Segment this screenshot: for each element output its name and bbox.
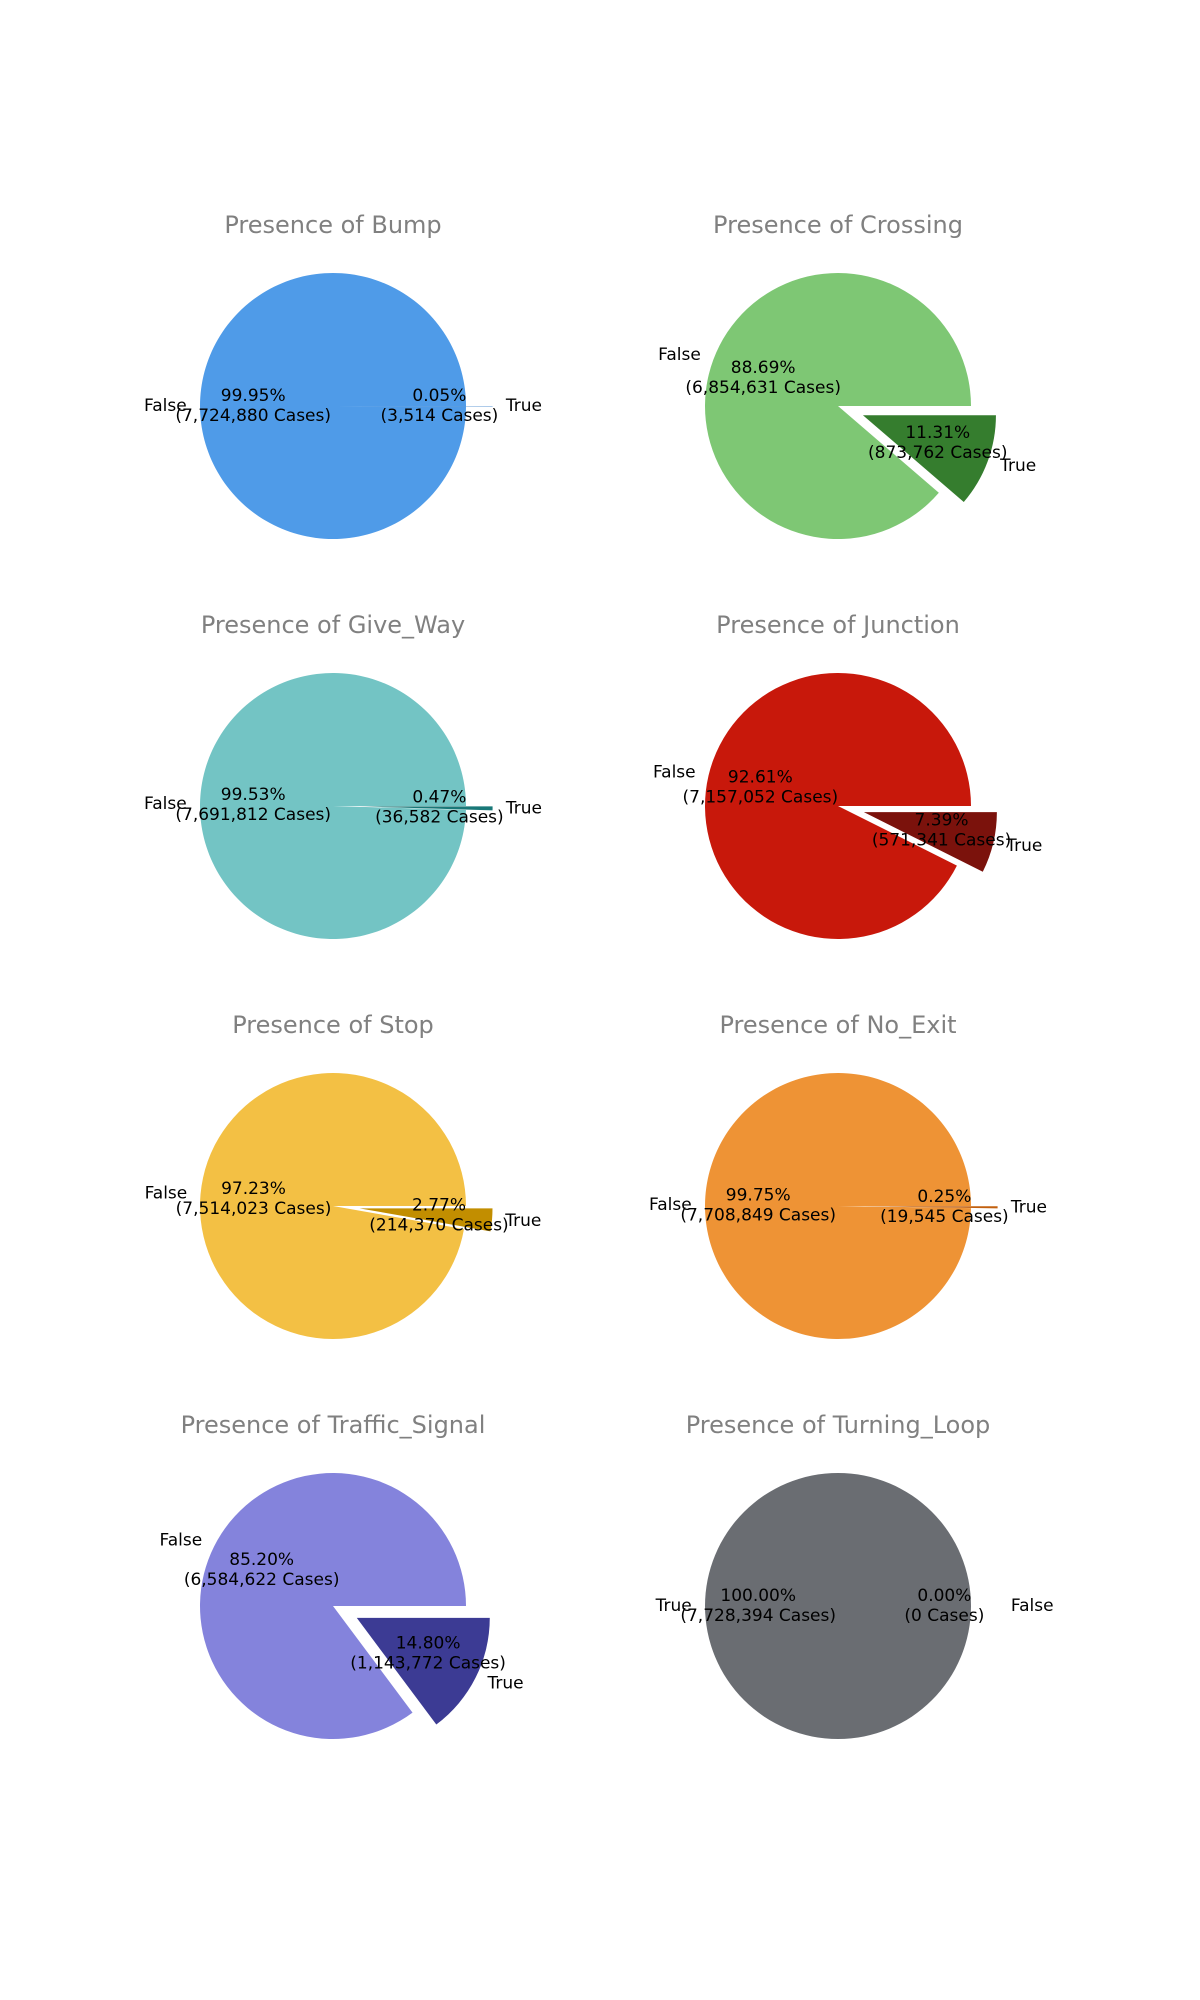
slice-cases-false: (7,691,812 Cases) (175, 805, 331, 825)
slice-label-true: True (505, 396, 542, 416)
slice-label-true: True (999, 456, 1036, 476)
slice-cases-true: (1,143,772 Cases) (350, 1654, 506, 1674)
slice-cases-true: (19,545 Cases) (880, 1207, 1009, 1227)
slice-percent-false: 99.53% (221, 785, 286, 805)
pie-slice-false (200, 1473, 466, 1739)
slice-percent-false: 97.23% (221, 1179, 286, 1199)
pie-slice-false (200, 673, 467, 940)
slice-percent-false: 88.69% (731, 358, 796, 378)
chart-title: Presence of Turning_Loop (686, 1411, 991, 1439)
chart-title: Presence of Stop (232, 1011, 434, 1039)
chart-title: Presence of Crossing (713, 211, 963, 239)
slice-label-false: False (144, 794, 187, 814)
pie-slice-true (359, 1208, 493, 1232)
slice-label-true: True (655, 1596, 692, 1616)
pie-panel-stop: Presence of Stop False 97.23%(7,514,023 Ca… (145, 1011, 541, 1340)
chart-title: Presence of Traffic_Signal (181, 1411, 486, 1439)
chart-title: Presence of Junction (716, 611, 960, 639)
slice-percent-true: 7.39% (915, 810, 969, 830)
pie-slice-true (359, 806, 493, 811)
slice-label-true: True (487, 1674, 524, 1694)
pie-panel-no-exit: Presence of No_Exit False 99.75%(7,708,849… (649, 1011, 1047, 1339)
slice-percent-false: 99.95% (221, 386, 286, 406)
slice-cases-true: (36,582 Cases) (375, 808, 504, 828)
slice-label-false: False (649, 1195, 692, 1215)
slice-cases-true: (7,728,394 Cases) (680, 1606, 836, 1626)
slice-cases-true: (873,762 Cases) (868, 443, 1007, 463)
slice-percent-true: 0.05% (412, 386, 466, 406)
slice-cases-false: (7,514,023 Cases) (176, 1199, 332, 1219)
slice-label-false: False (653, 762, 696, 782)
slice-percent-true: 11.31% (905, 423, 970, 443)
slice-label-false: False (160, 1530, 203, 1550)
slice-label-true: True (504, 1211, 541, 1231)
pie-slice-true (863, 812, 997, 872)
slice-percent-false: 0.00% (917, 1586, 971, 1606)
slice-percent-false: 99.75% (726, 1185, 791, 1205)
slice-percent-false: 92.61% (728, 768, 793, 788)
slice-percent-true: 100.00% (720, 1586, 796, 1606)
pie-panel-crossing: Presence of Crossing False 88.69%(6,854,63… (658, 211, 1036, 539)
slice-cases-false: (0 Cases) (904, 1606, 984, 1626)
slice-cases-false: (7,724,880 Cases) (175, 406, 331, 426)
slice-label-true: True (1005, 836, 1042, 856)
pie-slice-false (200, 1073, 466, 1340)
slice-percent-true: 14.80% (396, 1634, 461, 1654)
pie-panel-traffic-signal: Presence of Traffic_Signal False 85.20%(6,… (160, 1411, 524, 1739)
slice-percent-true: 2.77% (412, 1195, 466, 1215)
pie-slice-false (705, 673, 971, 940)
pie-slice-true (356, 1617, 490, 1725)
pie-slice-false (705, 1072, 971, 1339)
pie-panel-turning-loop: Presence of Turning_Loop True 100.00%(7,72… (655, 1411, 1054, 1739)
pie-panel-junction: Presence of Junction False 92.61%(7,157,05… (653, 611, 1042, 940)
slice-label-true: True (505, 799, 542, 819)
slice-percent-true: 0.47% (412, 788, 466, 808)
slice-cases-false: (7,708,849 Cases) (680, 1205, 836, 1225)
slice-label-false: False (144, 396, 187, 416)
pie-panel-bump: Presence of Bump False 99.95%(7,724,880 Ca… (144, 211, 542, 540)
slice-label-false: False (145, 1183, 188, 1203)
slice-cases-false: (6,584,622 Cases) (184, 1570, 340, 1590)
pie-slice-true (705, 1473, 971, 1739)
chart-title: Presence of Bump (224, 211, 441, 239)
slice-percent-false: 85.20% (229, 1550, 294, 1570)
pie-panel-give-way: Presence of Give_Way False 99.53%(7,691,81… (144, 611, 542, 940)
slice-cases-false: (7,157,052 Cases) (683, 788, 839, 808)
slice-cases-true: (3,514 Cases) (381, 406, 499, 426)
slice-label-true: True (1010, 1197, 1047, 1217)
slice-percent-true: 0.25% (917, 1187, 971, 1207)
pie-slice-false (200, 273, 467, 540)
pie-slice-true (862, 415, 996, 502)
slice-cases-true: (571,341 Cases) (872, 830, 1011, 850)
slice-cases-true: (214,370 Cases) (369, 1215, 508, 1235)
chart-title: Presence of Give_Way (201, 611, 465, 639)
chart-title: Presence of No_Exit (719, 1011, 956, 1039)
slice-cases-false: (6,854,631 Cases) (685, 378, 841, 398)
pie-slice-false (705, 273, 971, 539)
pie-slice-true (864, 1206, 998, 1209)
slice-label-false: False (1011, 1596, 1054, 1616)
slice-label-false: False (658, 345, 701, 365)
